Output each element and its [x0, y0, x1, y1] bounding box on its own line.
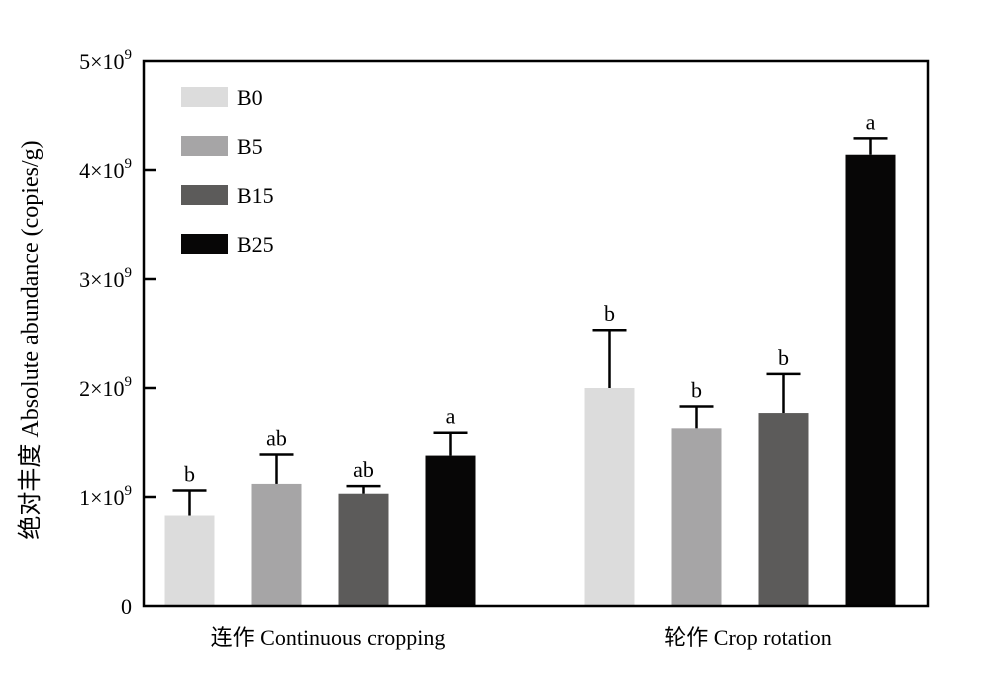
significance-label: b [604, 301, 615, 326]
bar-b25-1 [845, 154, 896, 607]
bar-b0-1 [584, 388, 635, 606]
y-tick-label: 2×109 [79, 374, 132, 401]
y-tick-label: 4×109 [79, 156, 132, 183]
x-category-label: 连作 Continuous cropping [211, 625, 446, 650]
legend-label: B25 [237, 232, 274, 257]
plot-frame [142, 59, 930, 608]
error-bars-layer [172, 137, 888, 516]
legend: B0 B5 B15 B25 [181, 85, 274, 257]
significance-label: ab [353, 457, 374, 482]
bar-b0-0 [164, 515, 215, 606]
y-tick-label: 3×109 [79, 265, 132, 292]
bar-b15-1 [758, 413, 809, 606]
significance-label: a [446, 404, 456, 429]
bar-b5-1 [671, 428, 722, 606]
y-axis-label: 绝对丰度 Absolute abundance (copies/g) [17, 140, 44, 539]
y-tick-label: 0 [121, 594, 132, 619]
x-category-label: 轮作 Crop rotation [664, 625, 831, 650]
significance-label: b [184, 461, 195, 486]
legend-label: B15 [237, 183, 274, 208]
legend-swatch-b5 [181, 136, 228, 156]
y-tick-label: 5×109 [79, 47, 132, 74]
y-tick-label: 1×109 [79, 483, 132, 510]
legend-swatch-b25 [181, 234, 228, 254]
x-axis-categories: 连作 Continuous cropping 轮作 Crop rotation [211, 625, 832, 650]
significance-label: ab [266, 425, 287, 450]
bars-layer [164, 154, 896, 607]
y-axis-ticks: 0 1×109 2×109 3×109 4×109 5×109 [79, 47, 156, 619]
bar-b25-0 [425, 455, 476, 606]
bar-b5-0 [251, 483, 302, 606]
legend-label: B5 [237, 134, 263, 159]
significance-label: b [778, 345, 789, 370]
significance-label: a [866, 109, 876, 134]
legend-label: B0 [237, 85, 263, 110]
bar-b15-0 [338, 493, 389, 606]
legend-swatch-b15 [181, 185, 228, 205]
legend-swatch-b0 [181, 87, 228, 107]
significance-label: b [691, 378, 702, 403]
